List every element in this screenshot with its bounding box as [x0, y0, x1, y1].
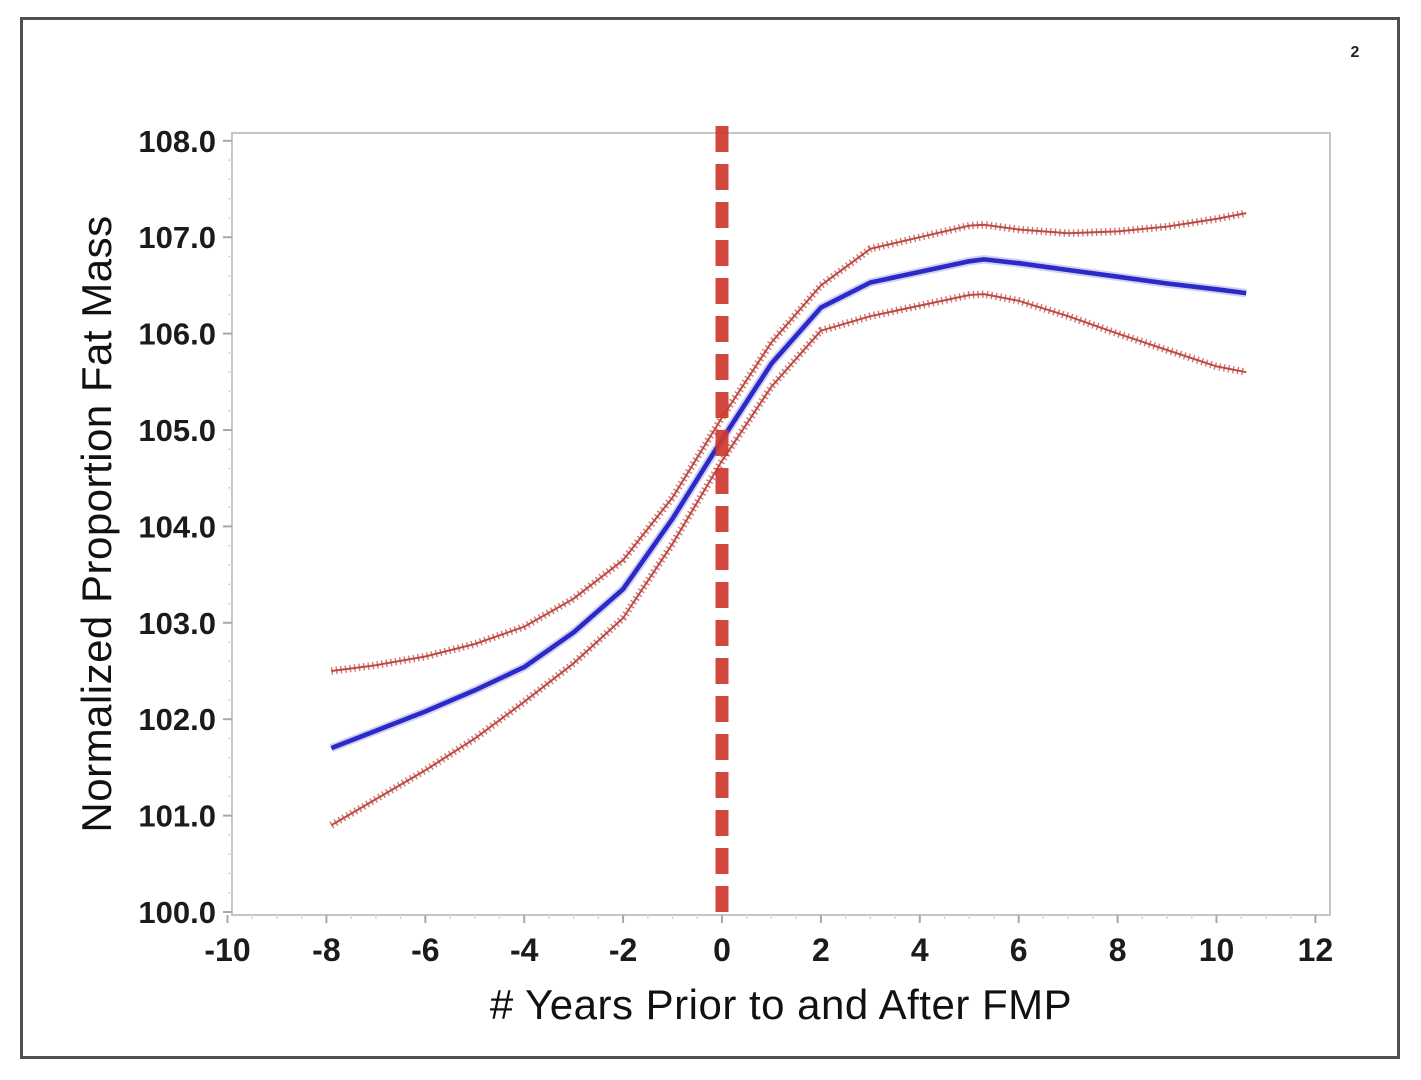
x-tick-label: 4 — [911, 932, 929, 968]
lower_ci-ci-line — [330, 293, 1247, 827]
x-tick-label: -6 — [411, 932, 439, 968]
x-tick-label: -8 — [312, 932, 340, 968]
x-axis-title: # Years Prior to and After FMP — [489, 981, 1073, 1028]
mean-line — [330, 257, 1247, 751]
x-tick-label: 10 — [1199, 932, 1235, 968]
y-tick-label: 108.0 — [138, 124, 216, 159]
x-tick-label: -10 — [204, 932, 250, 968]
lower_ci-ci-hatch-line — [329, 290, 1247, 829]
x-tick-label: 0 — [713, 932, 731, 968]
x-tick-label: 2 — [812, 932, 830, 968]
y-tick-label: 105.0 — [138, 413, 216, 448]
y-tick-label: 102.0 — [138, 702, 216, 737]
y-axis-title: Normalized Proportion Fat Mass — [73, 215, 120, 833]
mean-line-halo — [329, 255, 1247, 753]
upper_ci-ci-hatch-line — [330, 209, 1247, 675]
slide-border — [20, 17, 1400, 1059]
x-tick-label: 8 — [1109, 932, 1127, 968]
x-tick-label: 12 — [1298, 932, 1334, 968]
upper_ci-ci-line — [331, 212, 1247, 672]
y-tick-label: 101.0 — [138, 799, 216, 834]
y-tick-label: 104.0 — [138, 509, 216, 544]
page-number: 2 — [1350, 44, 1360, 61]
y-tick-label: 103.0 — [138, 606, 216, 641]
y-tick-label: 106.0 — [138, 317, 216, 352]
x-tick-label: -4 — [510, 932, 539, 968]
plot-frame — [231, 132, 1331, 916]
y-tick-label: 100.0 — [138, 895, 216, 930]
x-tick-label: 6 — [1010, 932, 1028, 968]
y-tick-label: 107.0 — [138, 220, 216, 255]
x-tick-label: -2 — [609, 932, 637, 968]
